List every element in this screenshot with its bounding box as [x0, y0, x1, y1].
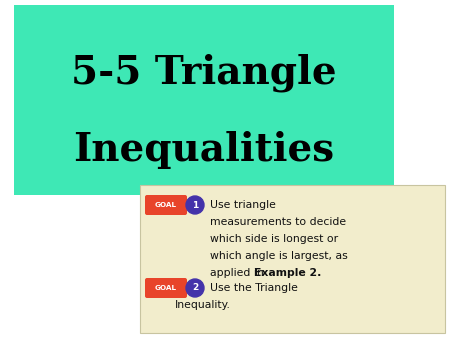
FancyBboxPatch shape [140, 185, 445, 333]
Circle shape [186, 279, 204, 297]
FancyBboxPatch shape [14, 5, 394, 195]
Text: which side is longest or: which side is longest or [210, 234, 338, 244]
Text: 5-5 Triangle: 5-5 Triangle [71, 54, 337, 92]
FancyBboxPatch shape [145, 195, 187, 215]
Circle shape [186, 196, 204, 214]
Text: which angle is largest, as: which angle is largest, as [210, 251, 348, 261]
Text: measurements to decide: measurements to decide [210, 217, 346, 227]
Text: Inequality.: Inequality. [175, 300, 231, 310]
Text: GOAL: GOAL [155, 285, 177, 291]
Text: applied in: applied in [210, 268, 267, 278]
Text: 1: 1 [192, 200, 198, 210]
Text: Use the Triangle: Use the Triangle [210, 283, 298, 293]
Text: Inequalities: Inequalities [73, 131, 334, 169]
Text: Example 2.: Example 2. [254, 268, 321, 278]
FancyBboxPatch shape [145, 278, 187, 298]
Text: Use triangle: Use triangle [210, 200, 276, 210]
Text: 2: 2 [192, 284, 198, 292]
Text: GOAL: GOAL [155, 202, 177, 208]
